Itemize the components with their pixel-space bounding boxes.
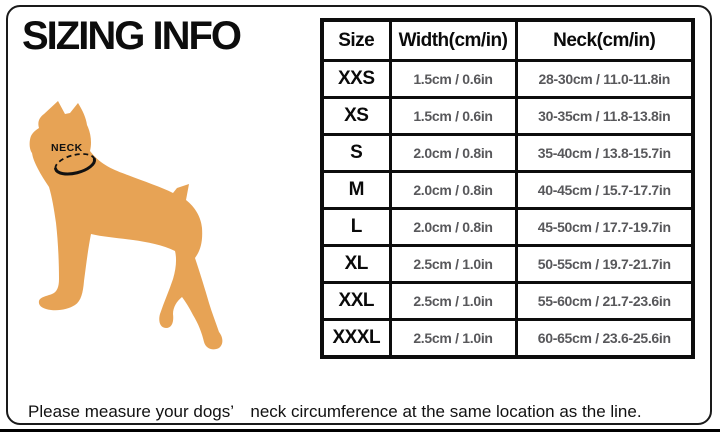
neck-cell: 35-40cm / 13.8-15.7in	[514, 133, 695, 173]
collar-solid-arc	[54, 157, 96, 176]
col-header-width: Width(cm/in)	[388, 18, 518, 62]
page-title: SIZING INFO	[22, 14, 242, 58]
table-row: XXL 2.5cm / 1.0in 55-60cm / 21.7-23.6in	[320, 281, 695, 321]
width-cell: 2.0cm / 0.8in	[388, 170, 518, 210]
bottom-divider	[0, 429, 720, 432]
size-cell: M	[320, 170, 392, 210]
width-cell: 2.0cm / 0.8in	[388, 207, 518, 247]
neck-cell: 60-65cm / 23.6-25.6in	[514, 318, 695, 359]
sizing-table: Size Width(cm/in) Neck(cm/in) XXS 1.5cm …	[320, 18, 695, 359]
footer-note: Please measure your dogs’ neck circumfer…	[28, 402, 642, 421]
width-cell: 1.5cm / 0.6in	[388, 96, 518, 136]
table-row: L 2.0cm / 0.8in 45-50cm / 17.7-19.7in	[320, 207, 695, 247]
col-header-neck: Neck(cm/in)	[514, 18, 695, 62]
table-row: XL 2.5cm / 1.0in 50-55cm / 19.7-21.7in	[320, 244, 695, 284]
size-cell: XL	[320, 244, 392, 284]
dog-silhouette-icon	[29, 101, 223, 350]
neck-cell: 30-35cm / 11.8-13.8in	[514, 96, 695, 136]
size-cell: S	[320, 133, 392, 173]
neck-cell: 45-50cm / 17.7-19.7in	[514, 207, 695, 247]
table-row: S 2.0cm / 0.8in 35-40cm / 13.8-15.7in	[320, 133, 695, 173]
width-cell: 2.5cm / 1.0in	[388, 244, 518, 284]
size-cell: XXL	[320, 281, 392, 321]
col-header-size: Size	[320, 18, 392, 62]
neck-cell: 55-60cm / 21.7-23.6in	[514, 281, 695, 321]
dog-neck-diagram: NECK	[25, 101, 225, 354]
size-cell: XXS	[320, 59, 392, 99]
width-cell: 2.5cm / 1.0in	[388, 318, 518, 359]
collar-measure-line	[54, 153, 96, 176]
size-cell: L	[320, 207, 392, 247]
size-cell: XXXL	[320, 318, 392, 359]
neck-cell: 50-55cm / 19.7-21.7in	[514, 244, 695, 284]
width-cell: 2.5cm / 1.0in	[388, 281, 518, 321]
table-row: XS 1.5cm / 0.6in 30-35cm / 11.8-13.8in	[320, 96, 695, 136]
table-row: M 2.0cm / 0.8in 40-45cm / 15.7-17.7in	[320, 170, 695, 210]
size-cell: XS	[320, 96, 392, 136]
header-row: Size Width(cm/in) Neck(cm/in)	[320, 18, 695, 62]
width-cell: 2.0cm / 0.8in	[388, 133, 518, 173]
neck-cell: 40-45cm / 15.7-17.7in	[514, 170, 695, 210]
width-cell: 1.5cm / 0.6in	[388, 59, 518, 99]
table-row: XXXL 2.5cm / 1.0in 60-65cm / 23.6-25.6in	[320, 318, 695, 359]
neck-cell: 28-30cm / 11.0-11.8in	[514, 59, 695, 99]
neck-label: NECK	[51, 142, 83, 154]
collar-dashed-arc	[54, 153, 96, 170]
table-row: XXS 1.5cm / 0.6in 28-30cm / 11.0-11.8in	[320, 59, 695, 99]
